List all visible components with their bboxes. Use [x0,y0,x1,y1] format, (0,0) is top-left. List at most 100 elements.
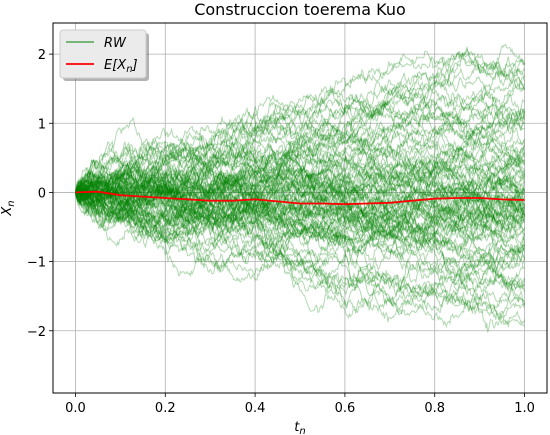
random-walk-paths [75,43,525,333]
rw-path [75,50,525,201]
rw-path [75,161,525,250]
rw-path [75,172,525,268]
rw-path [75,140,525,242]
rw-path [75,171,525,250]
rw-path [75,157,525,239]
rw-path [75,178,525,282]
rw-path [75,88,525,193]
rw-path [75,181,525,297]
x-tick-label: 0.8 [424,401,445,416]
rw-path [75,90,525,207]
rw-path [75,178,525,275]
rw-path [75,166,525,232]
rw-path [75,168,525,232]
y-tick-label: −2 [27,325,46,340]
chart-title: Construccion toerema Kuo [194,0,406,19]
rw-path [75,144,525,244]
rw-path [75,94,525,200]
rw-path [75,110,525,200]
rw-path [75,192,525,248]
rw-path [75,184,525,316]
rw-path [75,158,525,263]
rw-path [75,110,525,214]
rw-path [75,48,525,209]
rw-path [75,185,525,321]
rw-path [75,186,525,329]
rw-path [75,190,525,333]
rw-path [75,146,525,249]
rw-path [75,167,525,312]
rw-path [75,191,525,280]
rw-path [75,176,525,266]
x-tick-label: 0.6 [335,401,356,416]
rw-path [75,177,525,309]
plot-frame [52,22,548,394]
rw-path [75,123,525,199]
rw-path [75,182,525,270]
rw-path [75,174,525,320]
rw-path [75,98,525,201]
rw-path [75,113,525,249]
rw-path [75,50,525,211]
rw-path [75,176,525,248]
rw-path [75,165,525,246]
rw-path [75,110,525,198]
rw-path [75,143,525,225]
rw-path [75,172,525,223]
rw-path [75,190,525,295]
rw-path [75,156,525,280]
rw-path [75,159,525,226]
rw-path [75,172,525,285]
rw-path [75,138,525,196]
rw-path [75,191,525,328]
rw-path [75,156,525,211]
rw-path [75,163,525,228]
rw-path [75,174,525,305]
y-tick-label: −1 [27,256,46,271]
rw-path [75,143,525,208]
grid [53,23,547,393]
x-tick-label: 0.0 [65,401,86,416]
y-tick-label: 2 [38,48,46,63]
legend-mean-label: E[Xn] [104,58,138,75]
rw-path [75,154,525,243]
rw-path [75,165,525,238]
rw-path [75,192,525,277]
rw-path [75,175,525,225]
rw-path [75,105,525,207]
rw-path [75,155,525,226]
rw-path [75,154,525,232]
rw-path [75,162,525,242]
rw-path [75,163,525,225]
rw-path [75,175,525,261]
rw-path [75,192,525,267]
y-tick-label: 0 [38,186,46,201]
rw-path [75,106,525,233]
x-tick-label: 0.4 [245,401,266,416]
rw-path [75,72,525,193]
rw-path [75,163,525,247]
rw-path [75,159,525,237]
legend-rw-label: RW [104,36,127,51]
rw-path [75,182,525,252]
rw-path [75,133,525,206]
rw-path [75,146,525,221]
rw-path [75,177,525,241]
rw-path [75,185,525,249]
rw-path [75,184,525,244]
x-tick-label: 0.2 [155,401,176,416]
rw-path [75,150,525,245]
rw-path [75,143,525,210]
rw-path [75,147,525,216]
mean-series-line [75,190,525,206]
rw-path [75,45,525,203]
rw-path [75,171,525,291]
x-tick-label: 1.0 [514,401,535,416]
rw-path [75,154,525,231]
rw-path [75,133,525,217]
rw-path [75,71,525,196]
rw-path [75,43,525,217]
rw-path [75,150,525,242]
x-axis-label: tn [294,420,305,435]
